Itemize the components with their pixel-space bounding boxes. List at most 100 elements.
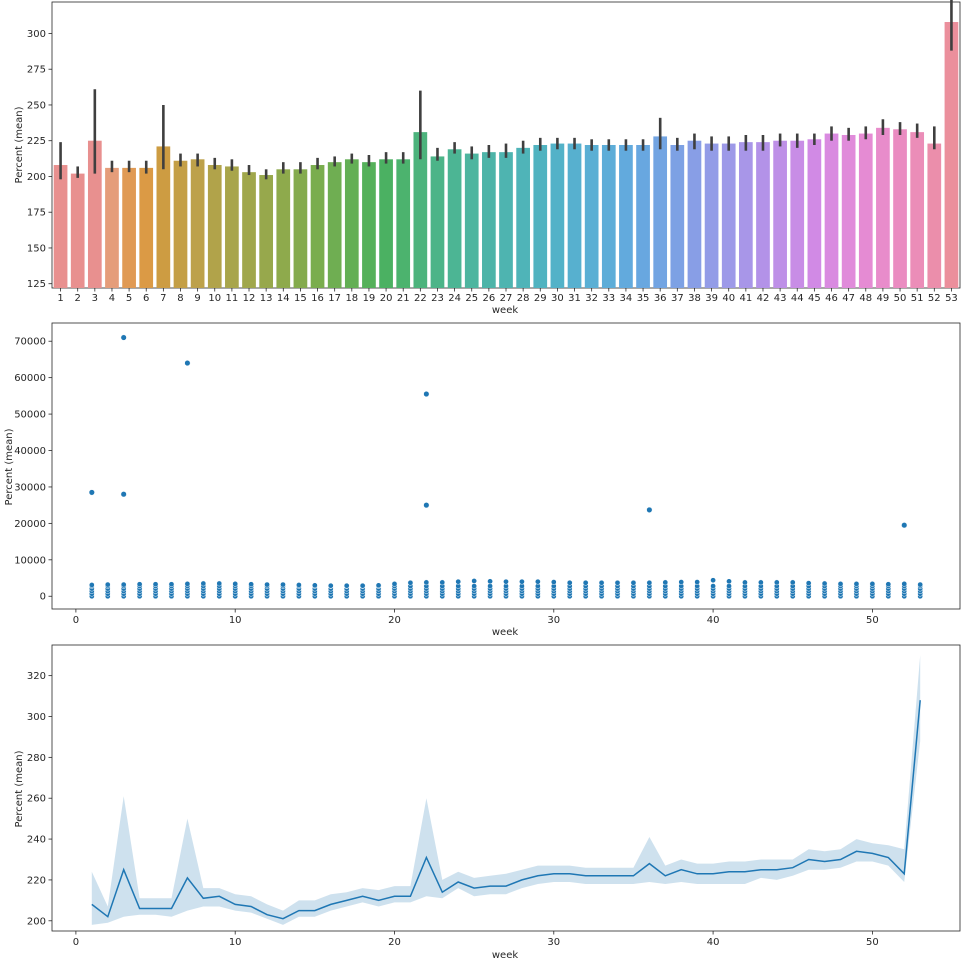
- x-tick-label: 37: [671, 293, 684, 304]
- scatter-point: [327, 582, 334, 589]
- scatter-point: [535, 578, 541, 585]
- scatter-outlier-point: [423, 502, 430, 509]
- y-tick-label: 150: [27, 243, 46, 254]
- x-tick-label: 40: [707, 937, 720, 948]
- bar-week-30: [550, 143, 565, 288]
- bar-week-52: [927, 143, 942, 288]
- y-tick-label: 200: [27, 172, 46, 183]
- scatter-point: [598, 579, 605, 586]
- x-tick-label: 23: [431, 293, 444, 304]
- y-tick-label: 280: [27, 753, 46, 764]
- bar-week-9: [190, 159, 205, 288]
- y-tick-label: 275: [27, 65, 46, 76]
- line-chart-series-line: [91, 700, 921, 920]
- scatter-point: [885, 581, 892, 588]
- y-tick-label: 240: [27, 835, 46, 846]
- x-tick-label: 44: [791, 293, 804, 304]
- scatter-point: [662, 579, 669, 586]
- x-tick-label: 35: [637, 293, 650, 304]
- line-chart-panel: 200 220 240 260 280 300 320 0 10 20 30 40 50 week P…: [14, 644, 961, 961]
- x-tick-label: 22: [414, 293, 427, 304]
- bar-week-5: [122, 167, 136, 288]
- scatter-outlier-point: [423, 390, 430, 398]
- x-tick-label: 0: [73, 937, 79, 948]
- bar-week-37: [670, 145, 685, 288]
- scatter-point: [375, 582, 382, 589]
- y-tick-label: 300: [27, 712, 46, 723]
- scatter-point: [168, 581, 175, 588]
- scatter-point: [487, 583, 493, 589]
- x-tick-label: 50: [866, 937, 879, 948]
- scatter-outlier-point: [120, 334, 127, 341]
- x-tick-label: 53: [945, 293, 958, 304]
- scatter-point: [582, 579, 589, 586]
- scatter-point: [519, 578, 525, 585]
- scatter-point: [550, 579, 557, 585]
- scatter-chart-xlabel: week: [492, 627, 518, 638]
- scatter-point: [487, 578, 493, 585]
- x-tick-label: 14: [277, 293, 290, 304]
- bar-week-7: [156, 146, 171, 288]
- scatter-point: [280, 581, 286, 588]
- bar-chart-ylabel: Percent (mean): [14, 106, 25, 183]
- x-tick-label: 43: [774, 293, 787, 304]
- bar-week-24: [447, 149, 462, 288]
- y-tick-label: 225: [27, 136, 46, 147]
- x-tick-label: 20: [388, 615, 401, 626]
- bar-week-4: [105, 167, 119, 288]
- bar-week-25: [464, 153, 479, 288]
- scatter-point: [152, 581, 159, 588]
- x-tick-label: 27: [500, 293, 513, 304]
- x-tick-label: 19: [363, 293, 376, 304]
- y-tick-label: 60000: [14, 373, 46, 384]
- x-tick-label: 10: [229, 615, 242, 626]
- bar-week-13: [259, 175, 274, 288]
- x-tick-label: 29: [534, 293, 547, 304]
- scatter-point: [566, 579, 573, 586]
- bar-week-31: [567, 143, 582, 288]
- scatter-point: [614, 579, 621, 586]
- scatter-point: [869, 581, 876, 587]
- bar-week-19: [362, 162, 376, 288]
- line-chart-confidence-band: [91, 655, 921, 925]
- scatter-outlier-point: [88, 489, 95, 496]
- scatter-point: [758, 579, 764, 586]
- x-tick-label: 34: [620, 293, 633, 304]
- bar-week-18: [344, 159, 359, 288]
- x-tick-label: 30: [547, 937, 560, 948]
- bar-week-42: [756, 142, 770, 288]
- y-tick-label: 0: [40, 592, 46, 603]
- y-tick-label: 300: [27, 29, 46, 40]
- scatter-point: [853, 581, 860, 587]
- x-tick-label: 26: [483, 293, 496, 304]
- bar-week-41: [738, 142, 753, 288]
- x-tick-label: 16: [311, 293, 324, 304]
- y-tick-label: 10000: [14, 555, 46, 566]
- x-tick-label: 0: [73, 615, 79, 626]
- scatter-point: [216, 580, 223, 587]
- y-tick-label: 260: [27, 794, 46, 805]
- x-tick-label: 30: [551, 293, 564, 304]
- scatter-chart-panel: 0 10000 20000 30000 40000 50000 60000 70000 0 10…: [4, 322, 961, 638]
- scatter-point: [359, 582, 366, 589]
- x-tick-label: 48: [859, 293, 872, 304]
- y-tick-label: 250: [27, 100, 46, 111]
- x-tick-label: 20: [380, 293, 393, 304]
- bar-week-35: [636, 145, 650, 288]
- x-tick-label: 15: [294, 293, 307, 304]
- bar-week-27: [499, 152, 513, 288]
- scatter-outlier-point: [646, 506, 653, 513]
- x-tick-label: 50: [866, 615, 879, 626]
- scatter-point: [630, 579, 637, 586]
- bar-week-46: [824, 133, 839, 288]
- scatter-point: [184, 581, 191, 587]
- x-tick-label: 11: [226, 293, 239, 304]
- x-tick-label: 41: [739, 293, 752, 304]
- scatter-point: [455, 578, 462, 585]
- bar-week-34: [619, 145, 633, 288]
- bar-week-11: [225, 166, 239, 288]
- scatter-outlier-point: [120, 491, 127, 498]
- bar-week-1: [53, 165, 68, 288]
- x-tick-label: 3: [92, 293, 98, 304]
- scatter-point: [439, 579, 446, 586]
